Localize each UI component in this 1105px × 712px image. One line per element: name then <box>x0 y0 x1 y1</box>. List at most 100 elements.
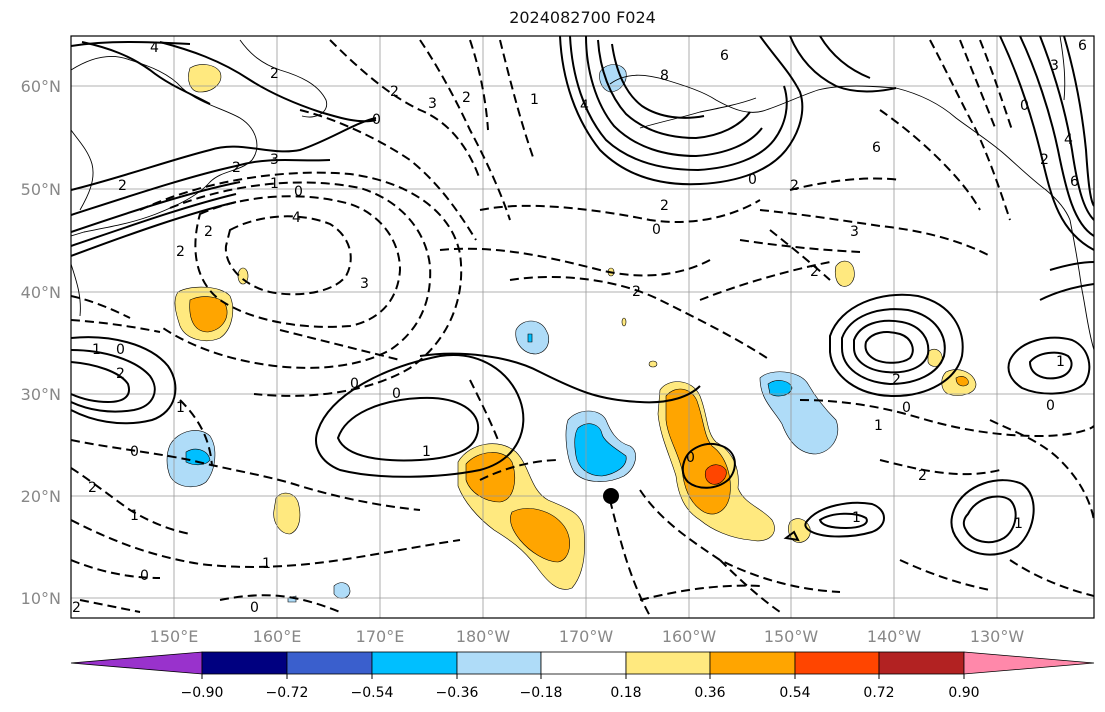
lat-label: 20°N <box>21 487 61 506</box>
lat-label: 30°N <box>21 385 61 404</box>
shade-patch <box>510 508 570 563</box>
colorbar-segment <box>963 651 1095 675</box>
contour-label: 8 <box>660 68 669 84</box>
lon-label: 170°W <box>559 627 614 646</box>
colorbar-tick-labels: −0.90 −0.72 −0.54 −0.36 −0.18 0.18 0.36 … <box>181 685 980 701</box>
contour-label: 2 <box>390 84 399 100</box>
solid-contours <box>71 36 1094 556</box>
contour-label: 3 <box>850 224 859 240</box>
contour-label: 1 <box>874 418 883 434</box>
shade-patch <box>465 452 515 503</box>
location-marker <box>603 488 619 504</box>
colorbar-segment <box>70 651 203 675</box>
shade-patch <box>704 464 727 485</box>
contour-label: 1 <box>852 510 861 526</box>
shade-patch <box>955 376 969 387</box>
shade-patch <box>574 423 627 477</box>
contour-label: 6 <box>1078 38 1087 54</box>
contour-label: 4 <box>1064 132 1073 148</box>
contour-label: 1 <box>422 444 431 460</box>
lat-label: 40°N <box>21 283 61 302</box>
contour-label: 6 <box>1070 174 1079 190</box>
contour-label: 6 <box>872 140 881 156</box>
contour-label: 3 <box>270 152 279 168</box>
contour-label: 3 <box>360 276 369 292</box>
shade-patch <box>767 380 793 397</box>
contour-label: 2 <box>1040 152 1049 168</box>
contour-label: 0 <box>686 450 695 466</box>
map-title: 2024082700 F024 <box>509 8 656 27</box>
lon-label: 180°W <box>456 627 511 646</box>
contour-labels: 4 2 3 2 2 1 0 4 3 2 0 1 2 6 8 6 4 3 2 0 … <box>72 38 1087 616</box>
contour-label: 1 <box>176 400 185 416</box>
colorbar-tick-label: 0.72 <box>863 685 894 701</box>
contour-label: 1 <box>270 176 279 192</box>
contour-label: 2 <box>232 160 241 176</box>
shade-patch <box>189 296 228 333</box>
latitude-labels: 60°N 50°N 40°N 30°N 20°N 10°N <box>21 77 61 608</box>
colorbar-tick-label: −0.54 <box>351 685 394 701</box>
shade-patch <box>648 360 658 368</box>
contour-label: 2 <box>118 178 127 194</box>
lat-label: 50°N <box>21 180 61 199</box>
shade-patch <box>834 260 855 287</box>
shade-patch <box>621 317 627 327</box>
contour-label: 0 <box>250 600 259 616</box>
colorbar-segment <box>201 651 288 675</box>
map-frame <box>70 35 1095 619</box>
colorbar-tick-label: 0.90 <box>948 685 979 701</box>
contour-label: 4 <box>292 210 301 226</box>
lon-label: 160°E <box>253 627 302 646</box>
contour-label: 0 <box>116 342 125 358</box>
contour-label: 1 <box>130 508 139 524</box>
colorbar-segment <box>709 651 796 675</box>
contour-label: 1 <box>1014 516 1023 532</box>
contour-label: 0 <box>392 386 401 402</box>
contour-label: 3 <box>1050 58 1059 74</box>
colorbar-segment <box>794 651 880 675</box>
contour-label: 0 <box>1020 98 1029 114</box>
colorbar-segment <box>456 651 542 675</box>
lat-label: 10°N <box>21 589 61 608</box>
map-content: 4 2 3 2 2 1 0 4 3 2 0 1 2 6 8 6 4 3 2 0 … <box>71 36 1094 618</box>
contour-label: 0 <box>294 184 303 200</box>
dashed-contours <box>71 39 1094 617</box>
contour-label: 2 <box>270 66 279 82</box>
contour-label: 2 <box>462 90 471 106</box>
contour-label: 0 <box>1046 398 1055 414</box>
colorbar-tick-label: −0.36 <box>436 685 479 701</box>
lon-label: 150°E <box>150 627 199 646</box>
contour-label: 2 <box>72 600 81 616</box>
contour-label: 2 <box>918 468 927 484</box>
colorbar-segment <box>371 651 458 675</box>
colorbar-tick-label: −0.18 <box>520 685 563 701</box>
contour-label: 2 <box>116 366 125 382</box>
contour-label: 2 <box>88 480 97 496</box>
contour-label: 1 <box>1056 354 1065 370</box>
shade-patch <box>273 492 301 535</box>
lon-label: 160°W <box>662 627 717 646</box>
colorbar-tick-label: 0.54 <box>779 685 810 701</box>
lon-label: 170°E <box>356 627 405 646</box>
contour-label: 0 <box>652 222 661 238</box>
contour-label: 1 <box>530 92 539 108</box>
contour-label: 4 <box>580 98 589 114</box>
colorbar-segment <box>878 651 965 675</box>
lon-label: 150°W <box>764 627 819 646</box>
colorbar-tick-label: 0.18 <box>610 685 641 701</box>
colorbar-ticks <box>201 674 965 679</box>
contour-label: 0 <box>140 568 149 584</box>
lon-label: 130°W <box>970 627 1025 646</box>
contour-label: 2 <box>660 198 669 214</box>
contour-label: 2 <box>204 224 213 240</box>
colorbar-tick-label: −0.72 <box>266 685 309 701</box>
colorbar-segment <box>540 651 627 675</box>
contour-label: 1 <box>92 342 101 358</box>
contour-label: 0 <box>130 444 139 460</box>
contour-label: 4 <box>150 40 159 56</box>
shade-patch <box>185 448 211 466</box>
contour-label: 2 <box>176 244 185 260</box>
contour-label: 0 <box>372 112 381 128</box>
map-area <box>71 36 1094 618</box>
contour-label: 2 <box>790 178 799 194</box>
